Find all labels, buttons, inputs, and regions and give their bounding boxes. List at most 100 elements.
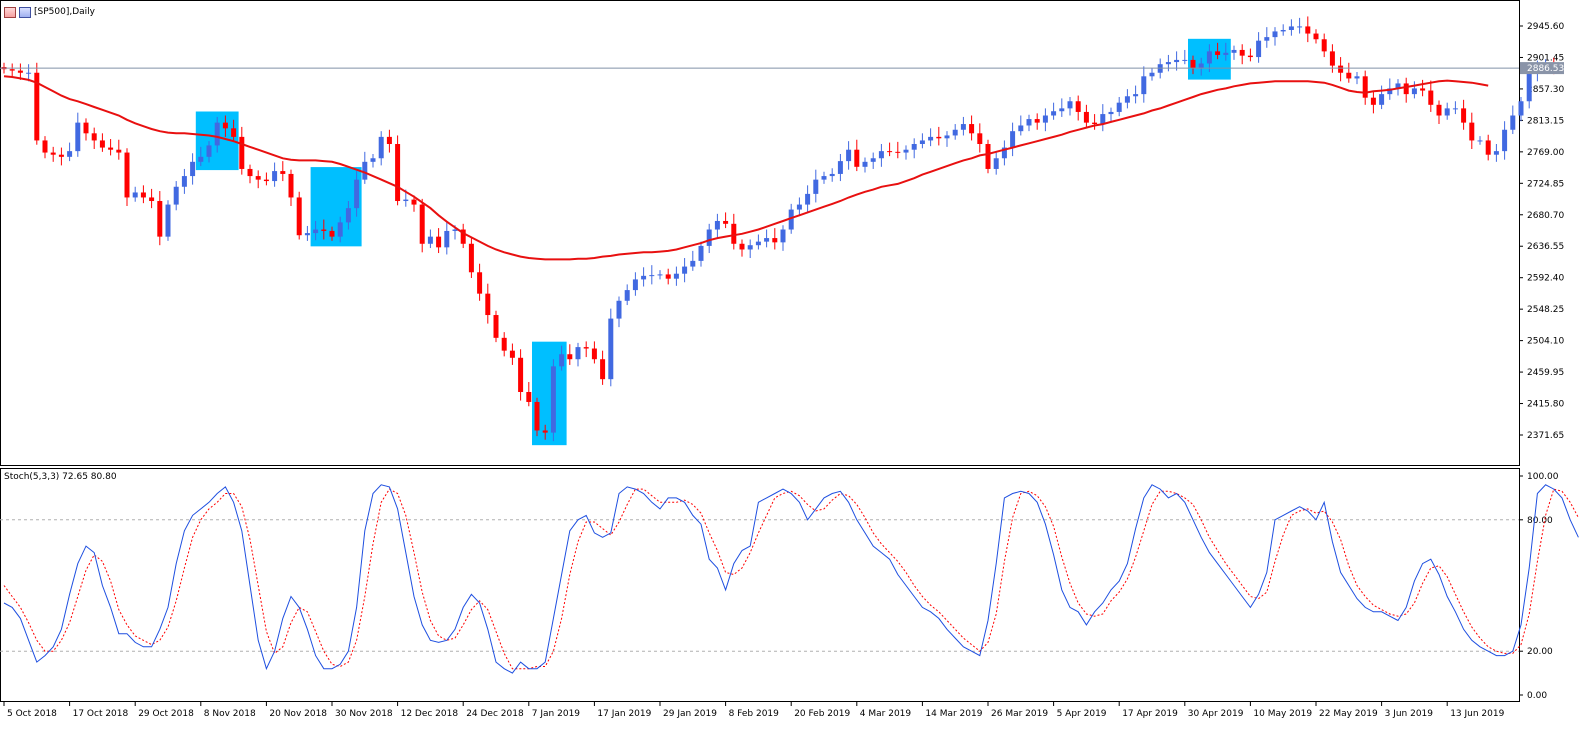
date-label: 8 Nov 2018 — [204, 709, 256, 719]
candle-body — [821, 176, 827, 180]
date-label: 8 Feb 2019 — [729, 709, 780, 719]
date-label: 29 Oct 2018 — [138, 709, 194, 719]
candle-body — [452, 229, 458, 231]
symbol-icon — [19, 6, 31, 18]
date-label: 17 Apr 2019 — [1122, 709, 1178, 719]
candle-body — [960, 124, 966, 130]
candle-body — [829, 173, 835, 177]
price-axis: 2945.60 2901.45 2857.30 2813.15 2769.00 2724.… — [1519, 22, 1564, 441]
candle-body — [690, 260, 696, 267]
stoch-tick-label: 0.00 — [1527, 691, 1547, 701]
stoch-label: Stoch(5,3,3) 72.65 80.80 — [4, 472, 117, 482]
candle-body — [1510, 115, 1516, 130]
candle-body — [91, 133, 97, 141]
candle-body — [419, 204, 425, 244]
moving-average — [3, 75, 1489, 261]
candle-body — [231, 128, 237, 137]
candle-body — [1198, 63, 1204, 69]
chart-window-title: [SP500],Daily — [4, 5, 95, 19]
chart-window-icon — [4, 6, 16, 18]
candle-body — [403, 199, 409, 202]
candle-body — [370, 158, 376, 162]
date-label: 5 Oct 2018 — [7, 709, 57, 719]
candle-body — [755, 241, 761, 246]
candle-body — [1297, 26, 1303, 28]
chart-title: [SP500],Daily — [34, 7, 95, 17]
candle-body — [993, 158, 999, 169]
candles — [1, 16, 1557, 442]
candle-body — [1387, 88, 1393, 95]
candle-body — [1411, 88, 1417, 95]
candle-body — [34, 72, 40, 141]
candle-body — [928, 136, 934, 141]
price-panel-frame — [0, 0, 1520, 466]
candle-body — [124, 152, 130, 198]
candle-body — [1247, 55, 1253, 58]
candle-body — [83, 122, 89, 134]
stochastic-lines — [3, 484, 1579, 674]
candle-body — [936, 136, 942, 139]
candle-body — [206, 145, 212, 157]
candle-body — [657, 274, 663, 276]
candle-body — [903, 149, 909, 153]
current-price-label: 2886.53 — [1527, 64, 1564, 74]
candle-body — [1018, 125, 1024, 132]
candle-body — [1518, 101, 1524, 116]
candle-body — [1174, 59, 1180, 63]
candle-body — [895, 151, 901, 153]
candle-body — [157, 201, 163, 237]
candle-body — [673, 273, 679, 279]
candle-body — [665, 274, 671, 279]
candle-body — [887, 151, 893, 153]
candle-body — [411, 199, 417, 205]
candle-body — [1083, 111, 1089, 123]
candle-body — [805, 193, 811, 205]
price-tick-label: 2415.80 — [1527, 400, 1564, 410]
candle-body — [1313, 33, 1319, 40]
candle-body — [1461, 108, 1467, 123]
candle-body — [624, 290, 630, 301]
date-label: 17 Jan 2019 — [597, 709, 651, 719]
candle-body — [436, 236, 442, 248]
price-tick-label: 2680.70 — [1527, 211, 1564, 221]
candle-body — [1477, 140, 1483, 142]
candle-body — [1403, 83, 1409, 95]
candle-body — [321, 229, 327, 231]
candle-body — [550, 366, 556, 433]
candle-body — [813, 179, 819, 194]
candle-body — [1272, 31, 1278, 38]
candle-body — [165, 204, 171, 237]
candle-body — [50, 152, 56, 155]
candle-body — [1444, 108, 1450, 116]
date-label: 20 Feb 2019 — [794, 709, 850, 719]
candle-body — [919, 140, 925, 145]
candle-body — [337, 222, 343, 237]
candle-body — [509, 350, 515, 358]
candle-body — [1165, 62, 1171, 65]
candle-body — [222, 122, 228, 129]
candle-body — [1362, 76, 1368, 98]
candle-body — [1502, 129, 1508, 152]
date-label: 26 Mar 2019 — [991, 709, 1048, 719]
candle-body — [26, 72, 32, 74]
candle-body — [1075, 101, 1081, 112]
candle-body — [969, 124, 975, 134]
highlight-boxes — [195, 38, 1231, 446]
candle-body — [1428, 90, 1434, 105]
candle-body — [706, 229, 712, 246]
candle-body — [354, 179, 360, 209]
candle-body — [9, 69, 15, 71]
candle-body — [747, 245, 753, 250]
candle-body — [1108, 111, 1114, 115]
candle-body — [149, 197, 155, 202]
candle-body — [1288, 26, 1294, 30]
candle-body — [1329, 51, 1335, 66]
candle-body — [1264, 37, 1270, 41]
stoch-tick-label: 20.00 — [1527, 647, 1553, 657]
candle-body — [641, 275, 647, 280]
candle-body — [362, 161, 368, 180]
price-tick-label: 2459.95 — [1527, 368, 1564, 378]
candle-body — [1223, 52, 1229, 55]
candle-body — [280, 171, 286, 174]
